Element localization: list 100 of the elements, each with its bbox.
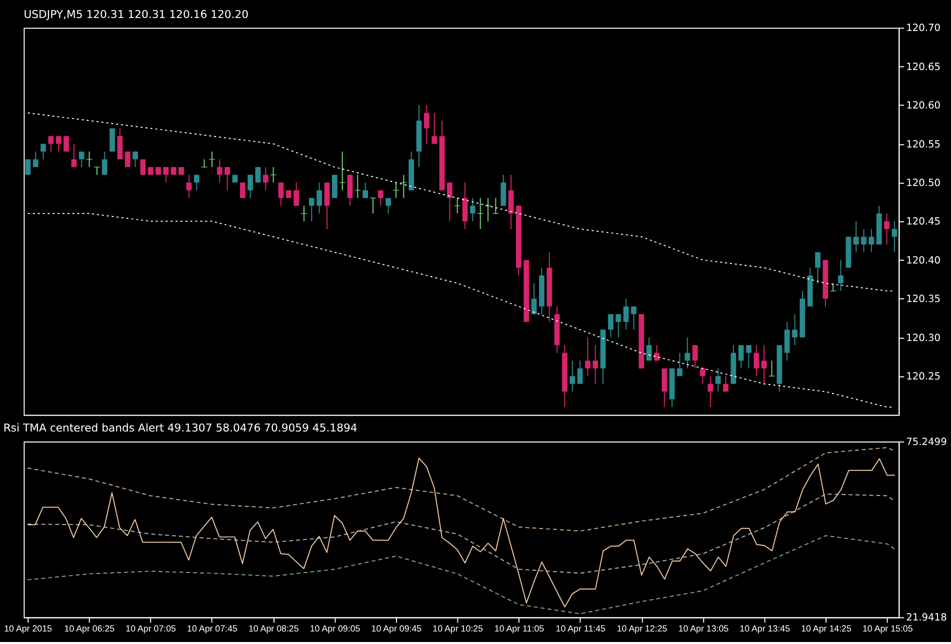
candlestick <box>386 198 392 214</box>
candlestick <box>78 151 84 168</box>
candlestick <box>462 182 468 230</box>
x-tick-label: 10 Apr 09:45 <box>371 624 422 634</box>
line-series <box>27 535 896 614</box>
candlestick <box>815 252 820 284</box>
candlestick <box>432 112 438 144</box>
candlestick <box>347 174 353 206</box>
candlestick <box>792 314 798 346</box>
candlestick <box>94 166 100 176</box>
candlestick <box>692 344 698 369</box>
candlestick <box>531 282 537 315</box>
candlestick <box>608 314 614 338</box>
candlestick <box>140 158 146 176</box>
candlestick <box>784 321 790 362</box>
candlestick <box>892 220 898 253</box>
candlestick <box>216 158 222 184</box>
candlestick <box>339 151 346 191</box>
candlestick <box>40 143 46 160</box>
x-tick-label: 10 Apr 13:45 <box>740 624 790 634</box>
candlestick <box>585 336 590 377</box>
candlestick <box>48 136 54 152</box>
candlestick <box>853 220 859 253</box>
candlestick <box>64 136 69 152</box>
line-series <box>27 447 896 532</box>
candlestick <box>201 158 208 168</box>
y-tick-label: 75.2499 <box>906 436 947 448</box>
chart-title: Rsi TMA centered bands Alert 49.1307 58.0476 70.9059 45.1894 <box>3 422 358 435</box>
x-tick-label: 10 Apr 10:25 <box>432 624 484 634</box>
candlestick <box>631 306 636 330</box>
candlestick <box>124 151 130 168</box>
candlestick <box>224 166 230 191</box>
candlestick <box>308 198 314 222</box>
candlestick <box>71 143 77 168</box>
candlestick <box>616 314 622 338</box>
candlestick <box>738 344 744 369</box>
candlestick <box>393 182 399 199</box>
candlestick <box>186 174 192 199</box>
candlestick <box>662 368 668 408</box>
candlestick <box>477 198 484 230</box>
y-tick-label: 120.35 <box>906 294 941 306</box>
candlestick <box>294 182 299 206</box>
candlestick <box>684 336 690 369</box>
candlestick <box>623 298 629 330</box>
candlestick <box>248 174 253 199</box>
candlestick <box>316 182 322 214</box>
candlestick <box>301 205 307 222</box>
candlestick <box>700 368 706 384</box>
candlestick <box>102 151 108 176</box>
candlestick <box>262 166 268 191</box>
candlestick <box>370 198 376 214</box>
x-tick-label: 10 Apr 06:25 <box>64 624 115 634</box>
candlestick <box>378 190 384 206</box>
candlestick <box>838 259 844 292</box>
candlestick <box>723 376 728 392</box>
candlestick <box>400 174 407 199</box>
candlestick <box>592 344 598 384</box>
candlestick <box>570 360 576 392</box>
candlestick <box>86 151 92 168</box>
line-series <box>27 112 895 292</box>
candlestick <box>577 360 583 384</box>
x-tick-label: 10 Apr 08:25 <box>248 624 299 634</box>
candlestick <box>208 151 215 168</box>
x-tick-label: 10 Apr 11:05 <box>494 624 544 634</box>
x-tick-label: 10 Apr 07:45 <box>187 624 238 634</box>
candlestick <box>492 198 499 214</box>
candlestick <box>884 213 890 245</box>
y-tick-label: 120.25 <box>906 372 941 383</box>
candlestick <box>354 174 361 199</box>
candlestick <box>255 166 261 184</box>
candlestick <box>861 228 866 253</box>
candlestick <box>761 344 767 384</box>
x-tick-label: 10 Apr 2015 <box>4 624 52 634</box>
candlestick <box>56 136 62 152</box>
y-tick-label: 120.55 <box>906 139 941 150</box>
candlestick <box>132 151 138 168</box>
candlestick <box>194 174 200 191</box>
x-tick-label: 10 Apr 12:25 <box>616 624 668 634</box>
y-tick-label: 120.45 <box>906 216 941 228</box>
y-tick-label: 120.70 <box>906 23 941 34</box>
x-tick-label: 10 Apr 14:25 <box>801 624 852 634</box>
x-tick-label: 10 Apr 09:05 <box>310 624 360 634</box>
candlestick <box>746 344 752 369</box>
candlestick <box>240 182 246 199</box>
line-series <box>27 494 896 574</box>
x-tick-label: 10 Apr 15:05 <box>862 624 913 634</box>
y-tick-label: 21.9418 <box>906 612 947 624</box>
candlestick <box>470 198 476 222</box>
x-tick-label: 10 Apr 07:05 <box>126 624 176 634</box>
candlestick <box>708 376 714 408</box>
candlestick <box>324 182 330 230</box>
x-tick-label: 10 Apr 13:05 <box>678 624 729 634</box>
y-tick-label: 120.30 <box>906 332 941 344</box>
candlestick <box>768 360 775 377</box>
candlestick <box>270 166 276 184</box>
candlestick <box>677 352 682 377</box>
candlestick <box>32 151 38 168</box>
candlestick <box>654 344 660 362</box>
y-tick-label: 120.60 <box>906 100 941 112</box>
candlestick <box>117 128 123 160</box>
